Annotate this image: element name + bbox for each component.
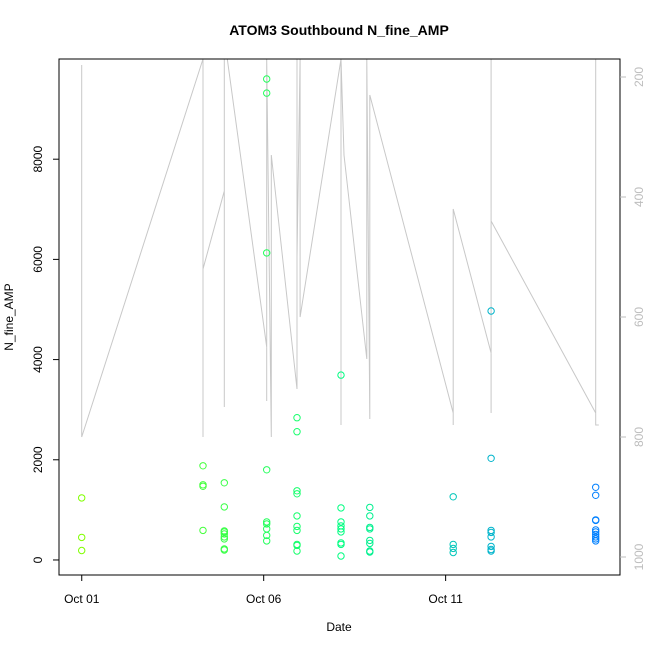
data-point <box>78 533 86 542</box>
y-axis-right: 200 400 600 800 1000 <box>620 67 646 570</box>
data-point <box>366 525 374 533</box>
data-point <box>220 528 229 536</box>
data-point <box>220 535 229 543</box>
data-point <box>337 504 345 512</box>
data-point <box>293 541 301 550</box>
data-point <box>592 483 600 491</box>
data-point <box>263 466 271 474</box>
y2-tick-label: 1000 <box>632 543 646 570</box>
data-point <box>592 537 600 545</box>
y-tick-label: 2000 <box>31 446 45 473</box>
data-point <box>199 462 207 470</box>
chart-title: ATOM3 Southbound N_fine_AMP <box>229 22 449 38</box>
data-point <box>337 371 345 379</box>
data-point <box>592 526 600 534</box>
data-point <box>366 536 374 545</box>
data-point <box>220 533 229 541</box>
data-point <box>487 528 495 537</box>
data-point <box>366 523 374 532</box>
points-layer <box>78 75 600 560</box>
y2-tick-label: 800 <box>632 427 646 447</box>
data-point <box>199 481 207 489</box>
data-point <box>78 546 86 555</box>
data-point <box>263 75 271 83</box>
x-tick-label: Oct 06 <box>246 592 282 606</box>
y-axis-left: 0 2000 4000 6000 8000 <box>31 146 59 563</box>
y-tick-label: 4000 <box>31 346 45 373</box>
data-point <box>487 307 495 315</box>
data-point <box>293 487 301 495</box>
data-point <box>449 493 457 501</box>
data-point <box>293 512 301 520</box>
data-point <box>293 526 301 535</box>
data-point <box>366 512 374 520</box>
y-tick-label: 0 <box>31 556 45 563</box>
y2-tick-label: 600 <box>632 307 646 327</box>
data-point <box>220 479 229 487</box>
data-point <box>199 482 207 490</box>
x-tick-label: Oct 11 <box>428 592 463 606</box>
data-point <box>263 537 271 545</box>
data-point <box>293 522 301 531</box>
data-point <box>592 535 600 543</box>
data-point <box>592 491 600 499</box>
data-point <box>449 544 457 553</box>
x-axis-label: Date <box>326 620 352 634</box>
data-point <box>220 530 229 538</box>
data-point <box>263 531 271 540</box>
data-point <box>366 539 374 548</box>
data-point <box>337 528 345 536</box>
data-point <box>592 528 600 536</box>
data-point <box>337 539 345 547</box>
data-point <box>337 525 345 533</box>
data-point <box>220 546 229 554</box>
depth-line-layer <box>81 58 599 438</box>
data-point <box>337 552 345 560</box>
data-point <box>78 494 86 502</box>
plot-frame <box>58 58 621 576</box>
data-point <box>337 540 345 549</box>
y-tick-label: 6000 <box>31 246 45 273</box>
data-point <box>199 526 207 535</box>
y-axis-label: N_fine_AMP <box>2 283 16 350</box>
data-point <box>293 414 301 422</box>
data-point <box>592 533 600 541</box>
data-point <box>263 520 271 528</box>
data-point <box>366 503 374 512</box>
data-point <box>263 89 271 97</box>
data-point <box>449 540 457 549</box>
data-point <box>366 548 374 556</box>
data-point <box>487 542 495 551</box>
y2-tick-label: 200 <box>632 67 646 87</box>
x-tick-label: Oct 01 <box>64 592 100 606</box>
data-point <box>293 547 301 555</box>
data-point <box>293 428 301 436</box>
data-point <box>337 518 345 526</box>
y-tick-label: 8000 <box>31 146 45 173</box>
data-point <box>487 454 495 462</box>
data-point <box>263 518 271 526</box>
data-point <box>293 490 301 498</box>
data-point <box>449 548 457 557</box>
y2-tick-label: 400 <box>632 187 646 207</box>
data-point <box>487 533 495 541</box>
data-point <box>487 547 495 555</box>
data-point <box>220 503 229 511</box>
x-axis: Oct 01 Oct 06 Oct 11 <box>64 575 463 606</box>
data-point <box>263 249 271 257</box>
data-point <box>592 516 600 525</box>
depth-line <box>81 58 599 438</box>
